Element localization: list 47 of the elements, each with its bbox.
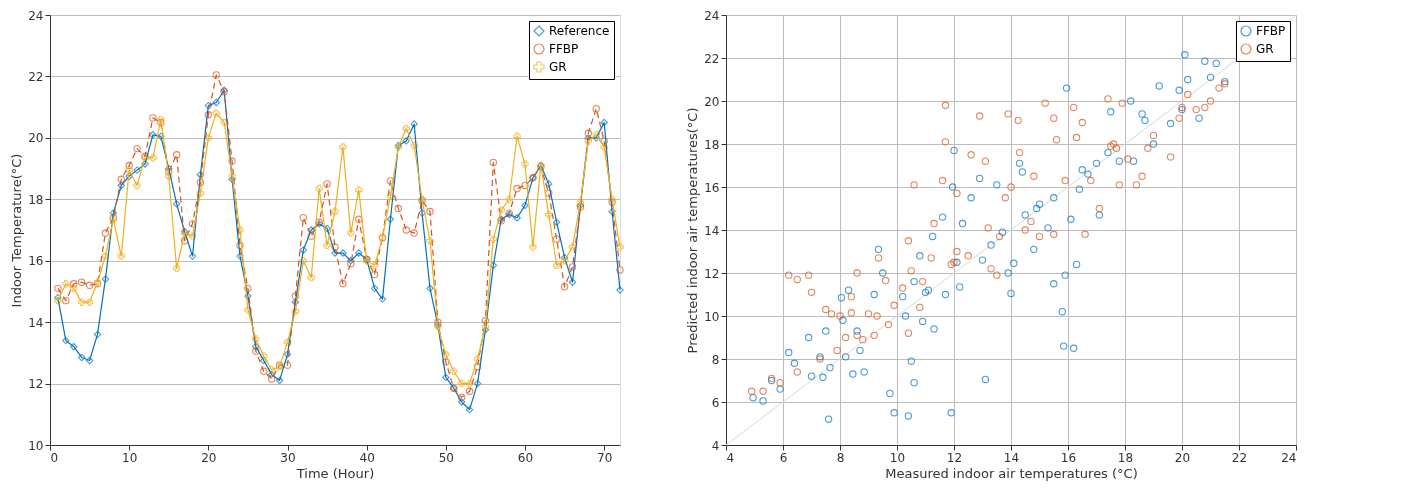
x-tick-label: 22 — [1231, 450, 1248, 465]
y-tick-label: 22 — [28, 69, 44, 84]
y-tick-label: 12 — [28, 377, 44, 392]
y-tick-label: 6 — [711, 395, 720, 410]
y-tick-label: 20 — [704, 94, 720, 109]
y-tick-label: 14 — [28, 315, 44, 330]
x-tick-label: 30 — [280, 450, 296, 465]
x-tick-label: 10 — [122, 450, 138, 465]
y-tick-label: 16 — [704, 180, 720, 195]
x-tick-label: 4 — [726, 450, 735, 465]
x-tick-label: 40 — [359, 450, 375, 465]
x-tick-label: 18 — [1117, 450, 1134, 465]
x-tick-label: 60 — [517, 450, 534, 465]
legend-label: FFBP — [1256, 24, 1286, 38]
y-tick-label: 16 — [28, 254, 44, 269]
y-tick-label: 10 — [28, 438, 44, 453]
x-tick-label: 20 — [1174, 450, 1191, 465]
y-axis-title: Predicted indoor air temperatures(°C) — [685, 107, 701, 354]
x-axis-title: Measured indoor air temperatures (°C) — [885, 465, 1138, 481]
y-tick-label: 14 — [704, 223, 720, 238]
y-tick-label: 24 — [28, 8, 44, 23]
x-tick-label: 70 — [597, 450, 613, 465]
x-tick-label: 14 — [1003, 450, 1020, 465]
x-tick-label: 20 — [201, 450, 217, 465]
x-tick-label: 16 — [1060, 450, 1077, 465]
x-tick-label: 12 — [946, 450, 963, 465]
x-tick-label: 10 — [889, 450, 906, 465]
legend-label: Reference — [549, 24, 610, 38]
x-tick-label: 6 — [779, 450, 788, 465]
x-tick-label: 24 — [1281, 450, 1297, 465]
y-tick-label: 4 — [711, 438, 720, 453]
y-tick-label: 10 — [704, 309, 720, 324]
y-tick-label: 8 — [711, 352, 720, 367]
legend-label: FFBP — [549, 42, 579, 56]
y-tick-label: 18 — [28, 192, 44, 207]
x-axis-title: Time (Hour) — [295, 465, 375, 481]
y-tick-label: 18 — [704, 137, 720, 152]
x-tick-label: 0 — [50, 450, 59, 465]
y-tick-label: 20 — [28, 131, 44, 146]
y-tick-label: 24 — [704, 8, 720, 23]
y-tick-label: 22 — [704, 51, 720, 66]
legend-label: GR — [549, 60, 567, 74]
legend-label: GR — [1256, 42, 1274, 56]
y-axis-title: Indoor Temperature(°C) — [9, 153, 25, 308]
x-tick-label: 8 — [836, 450, 845, 465]
y-tick-label: 12 — [704, 266, 720, 281]
x-tick-label: 50 — [438, 450, 454, 465]
